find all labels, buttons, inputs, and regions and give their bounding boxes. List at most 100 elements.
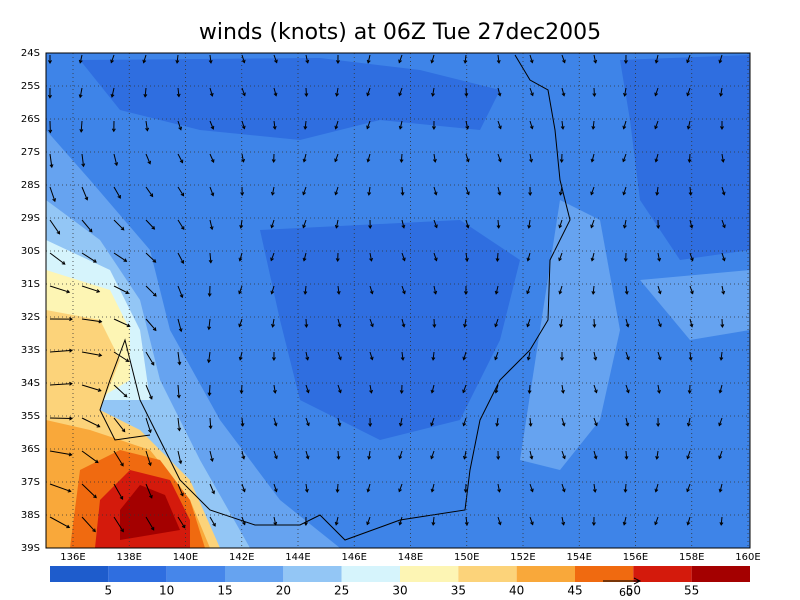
wind-arrow [496, 417, 499, 426]
wind-arrow-head [66, 289, 71, 294]
wind-arrow-head [398, 521, 403, 526]
wind-arrow [656, 450, 659, 459]
lat-label: 28S [21, 180, 40, 191]
wind-arrow [526, 318, 531, 327]
wind-arrow [305, 384, 310, 393]
wind-arrow-head [181, 524, 186, 529]
wind-arrow-head [142, 59, 147, 64]
wind-arrow [209, 516, 216, 527]
wind-arrow [208, 318, 211, 330]
wind-arrow-head [590, 257, 595, 262]
wind-arrow [273, 54, 278, 63]
wind-arrow [304, 120, 307, 130]
wind-arrow [497, 54, 500, 63]
wind-arrow-head [526, 323, 531, 328]
lat-label: 24S [21, 48, 40, 59]
wind-arrow-head [626, 356, 630, 361]
wind-arrow [113, 219, 125, 231]
lat-label: 36S [21, 444, 40, 455]
wind-arrow-head [147, 160, 152, 165]
wind-arrow [401, 351, 404, 360]
wind-arrow-head [366, 158, 371, 163]
wind-arrow [303, 252, 307, 261]
wind-arrow-head [334, 224, 339, 229]
wind-arrow-head [463, 291, 468, 295]
color-bar-swatch [516, 566, 575, 582]
wind-arrow-head [593, 455, 598, 460]
wind-arrow-head [464, 257, 469, 262]
wind-arrow [465, 516, 468, 525]
wind-arrow-head [655, 555, 658, 558]
wind-arrow-head [270, 257, 274, 262]
color-bar-swatch [691, 566, 750, 582]
wind-arrow [720, 351, 723, 361]
wind-arrow [592, 120, 595, 130]
wind-arrow-head [399, 159, 404, 163]
wind-arrow [143, 54, 147, 63]
wind-arrow-head [209, 226, 214, 231]
wind-arrow-head [147, 462, 152, 467]
wind-arrow-head [558, 191, 563, 196]
wind-arrow-head [207, 359, 211, 364]
wind-arrow-head [151, 225, 156, 230]
wind-arrow-head [622, 521, 627, 526]
lat-label: 38S [21, 510, 40, 521]
wind-arrow [432, 87, 435, 96]
wind-arrow-head [304, 324, 309, 328]
wind-arrow-head [530, 92, 534, 97]
wind-arrow-head [721, 290, 726, 295]
wind-arrow-head [66, 524, 71, 529]
wind-arrow-head [592, 488, 597, 493]
wind-arrow-head [240, 423, 245, 427]
wind-arrow-head [337, 323, 342, 328]
wind-arrow-head [210, 125, 215, 130]
wind-arrow-head [655, 191, 660, 196]
wind-arrow [529, 54, 533, 63]
wind-arrow [273, 417, 277, 426]
wind-arrow [561, 87, 565, 96]
wind-arrow-head [49, 164, 54, 169]
wind-arrow-head [560, 389, 565, 394]
wind-arrow-head [273, 92, 278, 97]
wind-arrow [336, 483, 339, 493]
wind-arrow [81, 153, 85, 167]
coastline [99, 54, 571, 541]
wind-arrow [593, 417, 598, 426]
wind-arrow [722, 550, 723, 558]
wind-arrow-head [529, 125, 534, 130]
wind-arrow-head [120, 528, 124, 533]
wind-arrow [625, 417, 629, 426]
wind-arrow [624, 87, 627, 96]
wind-arrow-head [210, 458, 214, 462]
lat-label: 34S [21, 378, 40, 389]
wind-arrow-head [465, 125, 470, 130]
wind-arrow [81, 483, 97, 498]
wind-arrows [47, 54, 726, 558]
wind-arrow [433, 219, 438, 228]
wind-arrow [721, 285, 725, 294]
wind-arrow [369, 384, 372, 393]
wind-arrow-head [622, 125, 627, 130]
wind-arrow-head [210, 192, 215, 197]
wind-arrow-head [495, 258, 500, 262]
wind-arrow-head [211, 490, 215, 495]
wind-arrow [529, 87, 534, 96]
wind-arrow [145, 318, 157, 331]
wind-arrow-head [150, 526, 155, 531]
wind-arrow-head [496, 225, 501, 229]
wind-arrow-head [688, 192, 693, 196]
wind-arrow [177, 252, 184, 264]
wind-arrow-head [367, 555, 370, 558]
wind-arrow [335, 186, 339, 195]
wind-arrow [113, 417, 126, 432]
color-bar-label: 30 [392, 584, 407, 598]
wind-arrow [241, 153, 245, 162]
lon-label: 150E [454, 552, 479, 563]
wind-arrow [81, 450, 99, 463]
wind-arrow [434, 550, 435, 558]
wind-arrow [593, 550, 594, 558]
wind-arrow [623, 120, 627, 129]
wind-arrow [113, 252, 127, 262]
wind-arrow-head [593, 356, 598, 361]
wind-arrow [241, 516, 246, 525]
